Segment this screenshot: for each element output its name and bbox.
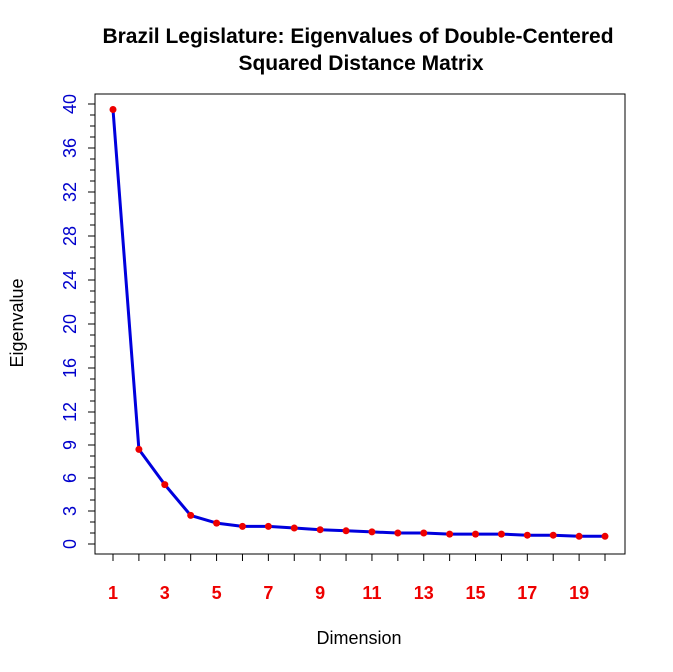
x-tick-label: 11 bbox=[362, 583, 381, 603]
y-tick-label: 36 bbox=[60, 138, 80, 158]
eigenvalue-series bbox=[109, 106, 609, 540]
data-point bbox=[264, 522, 272, 530]
chart-title-line-1: Brazil Legislature: Eigenvalues of Doubl… bbox=[102, 25, 613, 48]
data-point bbox=[238, 522, 246, 530]
chart-title-line-2: Squared Distance Matrix bbox=[238, 52, 483, 75]
y-tick-label: 9 bbox=[60, 440, 80, 450]
x-tick-label: 17 bbox=[517, 583, 537, 603]
data-point bbox=[549, 531, 557, 539]
x-tick-label: 7 bbox=[263, 583, 273, 603]
data-point bbox=[446, 530, 454, 538]
data-point bbox=[109, 106, 117, 113]
data-point bbox=[161, 481, 169, 489]
data-point bbox=[135, 445, 143, 453]
y-tick-label: 24 bbox=[60, 270, 80, 290]
data-point bbox=[213, 519, 221, 527]
data-point bbox=[342, 527, 350, 535]
x-tick-label: 15 bbox=[466, 583, 486, 603]
x-axis: 1 3 5 7 9 11 13 15 17 19 bbox=[108, 554, 606, 603]
data-point bbox=[575, 532, 583, 540]
y-axis-label: Eigenvalue bbox=[7, 278, 27, 367]
data-point bbox=[394, 529, 402, 537]
data-point bbox=[368, 528, 376, 536]
x-tick-label: 9 bbox=[315, 583, 325, 603]
y-tick-label: 32 bbox=[60, 182, 80, 202]
data-point bbox=[290, 524, 298, 532]
x-tick-label: 3 bbox=[160, 583, 170, 603]
x-axis-label: Dimension bbox=[316, 628, 401, 648]
y-tick-label: 40 bbox=[60, 94, 80, 114]
data-point bbox=[523, 531, 531, 539]
x-tick-label: 13 bbox=[414, 583, 434, 603]
x-tick-label: 5 bbox=[212, 583, 222, 603]
y-tick-label: 28 bbox=[60, 226, 80, 246]
data-point bbox=[316, 526, 324, 534]
data-point bbox=[472, 530, 480, 538]
data-point bbox=[187, 511, 195, 519]
y-tick-label: 3 bbox=[60, 506, 80, 516]
series-line bbox=[111, 109, 605, 538]
y-tick-label: 0 bbox=[60, 539, 80, 549]
plot-frame bbox=[94, 93, 626, 555]
data-point bbox=[420, 529, 428, 537]
data-point bbox=[497, 530, 505, 538]
y-tick-label: 16 bbox=[60, 358, 80, 378]
x-tick-label: 1 bbox=[108, 583, 118, 603]
y-tick-label: 12 bbox=[60, 402, 80, 422]
data-point bbox=[601, 532, 609, 540]
x-tick-label: 19 bbox=[569, 583, 589, 603]
y-tick-label: 20 bbox=[60, 314, 80, 334]
y-tick-label: 6 bbox=[60, 473, 80, 483]
